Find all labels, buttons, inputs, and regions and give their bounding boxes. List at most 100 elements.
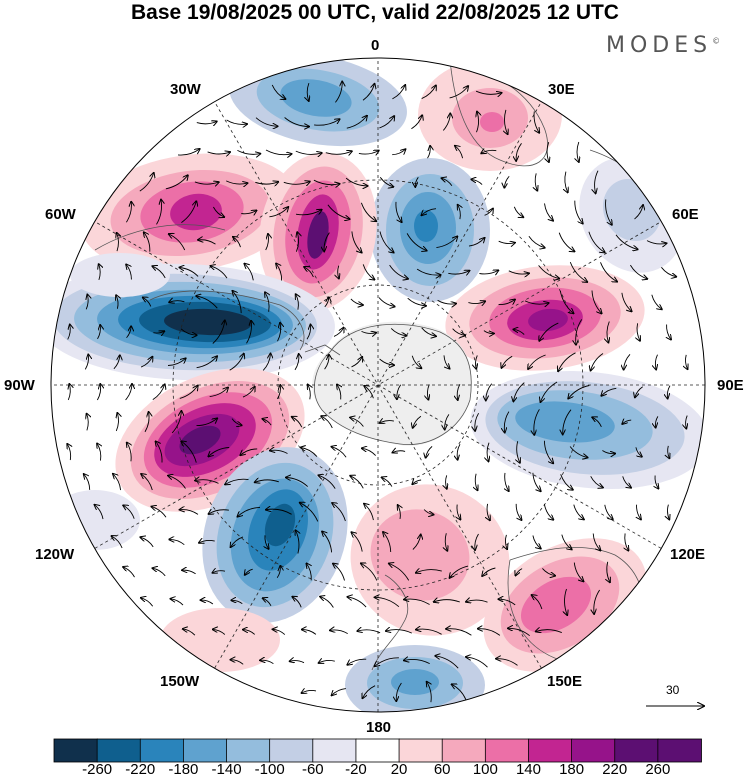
wind-vector [398, 505, 401, 519]
wind-vector [446, 629, 472, 636]
wind-vector [395, 201, 402, 222]
wind-vector [327, 204, 350, 219]
wind-vector [351, 231, 362, 252]
wind-vector [286, 478, 309, 487]
wind-vector [615, 234, 638, 250]
wind-vector [283, 182, 310, 185]
wind-vector [547, 141, 549, 162]
wind-vector [458, 205, 461, 220]
wind-vector [634, 205, 644, 220]
wind-vector [194, 182, 219, 184]
wind-vector [213, 571, 226, 573]
wind-vector [471, 179, 483, 185]
lon-label-90w: 90W [4, 377, 35, 394]
wind-vector [212, 320, 225, 344]
wind-vector [605, 199, 612, 224]
wind-vector [524, 300, 549, 304]
wind-vector [389, 564, 410, 581]
colorbar-tick-label: -20 [345, 761, 367, 778]
wind-vector [389, 264, 408, 279]
wind-vector [169, 234, 186, 251]
wind-vector [602, 450, 615, 454]
wind-vector [543, 504, 553, 520]
wind-vector [622, 420, 632, 424]
graticule [51, 58, 705, 712]
wind-vector [324, 232, 330, 252]
wind-vector [171, 599, 184, 606]
wind-vector [350, 298, 363, 305]
wind-vector [333, 328, 344, 337]
wind-vector [630, 264, 647, 279]
wind-vector [181, 201, 196, 223]
wind-vector [358, 151, 379, 154]
wind-vector [295, 210, 322, 216]
wind-vector [448, 271, 469, 274]
wind-vector [404, 599, 430, 605]
wind-vector [123, 567, 135, 578]
chart-title: Base 19/08/2025 00 UTC, valid 22/08/2025… [131, 1, 619, 24]
wind-vector [498, 300, 515, 305]
wind-vector [487, 442, 489, 462]
wind-vector [468, 238, 485, 247]
wind-vector [113, 474, 122, 491]
lon-label-30e: 30E [548, 81, 575, 98]
wind-vector [294, 354, 299, 371]
colorbar-tick-label: -60 [301, 761, 324, 778]
wind-vector [196, 418, 218, 427]
wind-vector [269, 207, 288, 218]
wind-vector [361, 331, 377, 333]
wind-vector [302, 690, 317, 693]
wind-vector [505, 534, 507, 549]
wind-vector [560, 474, 573, 489]
wind-vector [667, 385, 671, 399]
wind-vector [601, 387, 617, 395]
anomaly-positive-15e [418, 59, 562, 171]
wind-vector [477, 112, 479, 133]
lon-label-180: 180 [366, 719, 392, 736]
wind-vector [86, 295, 88, 310]
wind-vector [505, 472, 509, 491]
wind-vector [515, 503, 521, 520]
wind-vector [476, 355, 478, 368]
wind-vector [576, 319, 583, 344]
wind-vector [604, 504, 613, 520]
colorbar-tick-label: -220 [125, 761, 156, 778]
wind-vector [116, 295, 118, 309]
wind-vector [304, 267, 314, 278]
wind-vector [533, 111, 539, 132]
wind-vector [243, 630, 256, 635]
wind-vector [416, 570, 442, 573]
wind-vector [591, 290, 602, 314]
wind-vector [573, 562, 583, 582]
wind-vector [345, 177, 367, 186]
wind-vector [87, 414, 89, 431]
wind-vector [390, 328, 406, 335]
wind-vector [416, 268, 440, 275]
wind-vector [655, 416, 657, 427]
wind-vector [573, 504, 584, 520]
wind-vector [427, 146, 431, 159]
wind-vector [508, 270, 529, 274]
wind-vector [95, 505, 104, 520]
wind-vector [486, 383, 493, 401]
wind-vector [516, 143, 522, 161]
wind-vector [284, 117, 309, 127]
wind-vector [152, 507, 167, 518]
wind-vector [350, 476, 364, 489]
wind-vector [153, 568, 166, 577]
wind-vector [346, 116, 367, 129]
wind-vector [300, 503, 319, 522]
wind-vector [686, 415, 688, 429]
wind-vector [244, 264, 254, 281]
wind-vector [513, 206, 523, 217]
wind-vector [475, 533, 479, 550]
wind-vector [292, 597, 302, 608]
wind-vector [668, 445, 670, 458]
wind-vector [144, 232, 151, 252]
wind-vector [484, 209, 493, 216]
wind-vector [427, 384, 429, 399]
wind-vector [270, 450, 288, 454]
wind-vector [532, 595, 543, 610]
wind-vector [231, 536, 244, 547]
wind-vector [180, 510, 199, 515]
